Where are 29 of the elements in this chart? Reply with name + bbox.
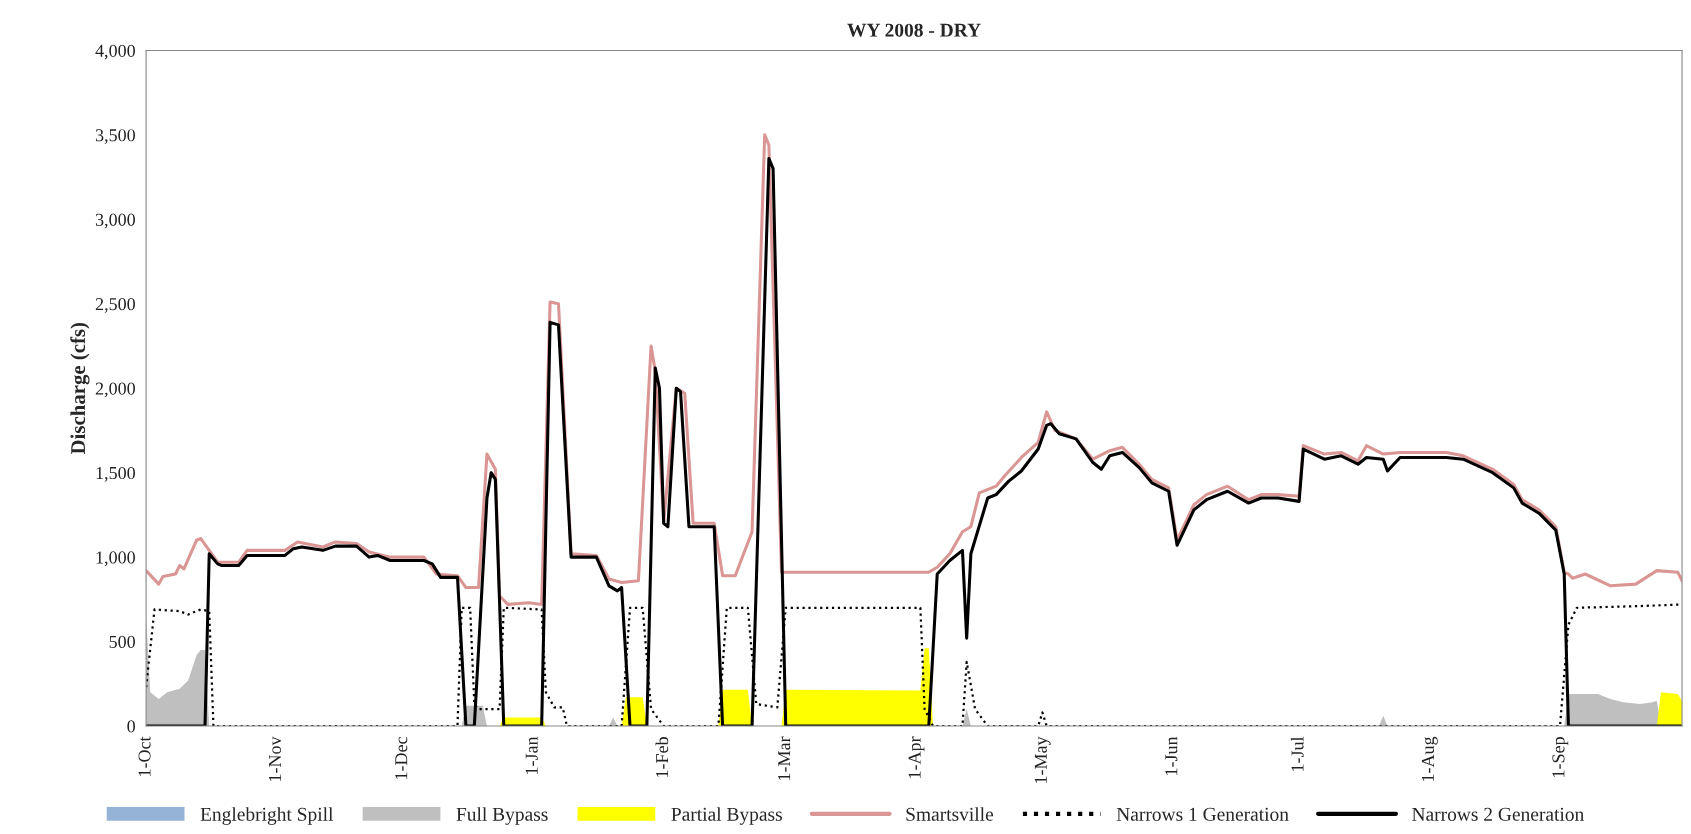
legend-label: Narrows 1 Generation	[1116, 807, 1289, 821]
x-tick-label: 1-Jan	[525, 736, 538, 774]
x-tick-label: 1-Oct	[138, 736, 151, 776]
x-tick-label: 1-May	[1034, 736, 1051, 783]
x-tick-label: 1-Nov	[268, 736, 282, 781]
y-tick-label: 2,000	[95, 382, 135, 398]
legend-label: Full Bypass	[456, 807, 548, 825]
y-tick-label: 3,500	[95, 129, 135, 144]
x-tick-label: 1-Dec	[395, 736, 408, 779]
chart-title: WY 2008 - DRY	[847, 23, 981, 37]
x-tick-label: 1-Sep	[1552, 737, 1569, 777]
legend-label: Englebright Spill	[200, 807, 334, 825]
y-tick-label: 3,000	[95, 213, 135, 229]
y-tick-label: 1,000	[96, 551, 135, 567]
y-tick-label: 0	[127, 720, 135, 733]
x-tick-label: 1-Feb	[655, 737, 669, 777]
legend-label: Narrows 2 Generation	[1412, 807, 1584, 821]
x-tick-label: 1-Aug	[1421, 736, 1438, 781]
y-axis-title: Discharge (cfs)	[70, 322, 90, 455]
x-tick-label: 1-Jul	[1290, 736, 1304, 771]
y-tick-label: 500	[109, 635, 135, 648]
x-tick-label: 1-Jun	[1165, 736, 1178, 775]
x-tick-label: 1-Mar	[778, 736, 791, 780]
y-tick-label: 2,500	[95, 298, 135, 313]
legend-label: Partial Bypass	[671, 807, 782, 825]
y-tick-label: 1,500	[96, 466, 135, 482]
x-tick-label: 1-Apr	[908, 736, 925, 778]
legend-label: Smartsville	[906, 807, 994, 821]
y-tick-label: 4,000	[95, 44, 135, 60]
